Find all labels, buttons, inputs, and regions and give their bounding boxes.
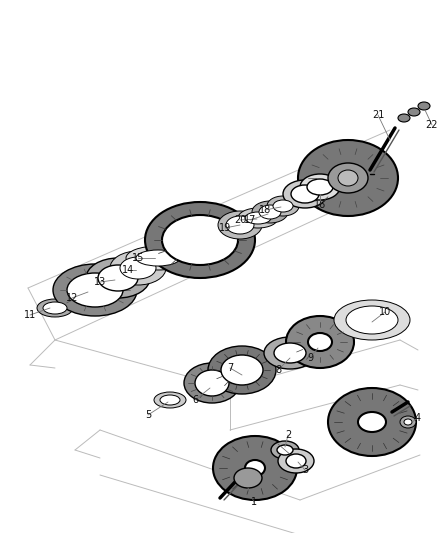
Text: 13: 13 (94, 277, 106, 287)
Text: 1: 1 (251, 497, 257, 507)
Ellipse shape (126, 246, 190, 270)
Ellipse shape (53, 264, 137, 316)
Ellipse shape (267, 196, 299, 216)
Ellipse shape (184, 363, 240, 403)
Text: 16: 16 (314, 200, 326, 210)
Ellipse shape (338, 170, 358, 186)
Ellipse shape (136, 250, 180, 266)
Ellipse shape (208, 346, 276, 394)
Ellipse shape (308, 333, 332, 351)
Text: 15: 15 (132, 253, 144, 263)
Ellipse shape (286, 454, 306, 468)
Text: 14: 14 (122, 265, 134, 275)
Text: 18: 18 (259, 205, 271, 215)
Ellipse shape (245, 460, 265, 476)
Ellipse shape (404, 419, 412, 425)
Ellipse shape (259, 205, 281, 219)
Text: 20: 20 (234, 215, 246, 225)
Ellipse shape (221, 355, 263, 385)
Text: 19: 19 (219, 223, 231, 233)
Ellipse shape (400, 416, 416, 428)
Ellipse shape (418, 102, 430, 110)
Ellipse shape (238, 208, 278, 228)
Ellipse shape (277, 445, 293, 455)
Ellipse shape (271, 441, 299, 459)
Ellipse shape (213, 436, 297, 500)
Ellipse shape (328, 163, 368, 193)
Ellipse shape (145, 202, 255, 278)
Ellipse shape (252, 201, 288, 223)
Text: 6: 6 (192, 395, 198, 405)
Ellipse shape (346, 306, 398, 334)
Ellipse shape (218, 211, 262, 239)
Ellipse shape (120, 257, 156, 279)
Ellipse shape (408, 108, 420, 116)
Ellipse shape (328, 388, 416, 456)
Ellipse shape (86, 258, 150, 298)
Text: 3: 3 (302, 465, 308, 475)
Ellipse shape (160, 395, 180, 405)
Ellipse shape (43, 302, 67, 314)
Ellipse shape (291, 185, 319, 203)
Ellipse shape (162, 215, 238, 265)
Ellipse shape (398, 114, 410, 122)
Ellipse shape (37, 299, 73, 317)
Text: 11: 11 (24, 310, 36, 320)
Ellipse shape (334, 300, 410, 340)
Text: 4: 4 (415, 413, 421, 423)
Ellipse shape (283, 180, 327, 208)
Ellipse shape (245, 212, 271, 224)
Ellipse shape (154, 392, 186, 408)
Ellipse shape (264, 337, 316, 369)
Ellipse shape (67, 273, 123, 307)
Ellipse shape (298, 140, 398, 216)
Text: 2: 2 (285, 430, 291, 440)
Ellipse shape (110, 251, 166, 285)
Text: 21: 21 (372, 110, 384, 120)
Ellipse shape (195, 370, 229, 396)
Text: 22: 22 (426, 120, 438, 130)
Ellipse shape (278, 449, 314, 473)
Text: 8: 8 (275, 365, 281, 375)
Ellipse shape (226, 216, 254, 234)
Text: 9: 9 (307, 353, 313, 363)
Text: 10: 10 (379, 307, 391, 317)
Ellipse shape (300, 174, 340, 200)
Ellipse shape (234, 468, 262, 488)
Ellipse shape (358, 412, 386, 432)
Ellipse shape (273, 200, 293, 212)
Ellipse shape (98, 265, 138, 291)
Ellipse shape (330, 164, 366, 192)
Text: 5: 5 (145, 410, 151, 420)
Text: 17: 17 (244, 215, 256, 225)
Ellipse shape (274, 343, 306, 363)
Ellipse shape (307, 179, 333, 195)
Text: 7: 7 (227, 363, 233, 373)
Text: 12: 12 (66, 293, 78, 303)
Ellipse shape (286, 316, 354, 368)
